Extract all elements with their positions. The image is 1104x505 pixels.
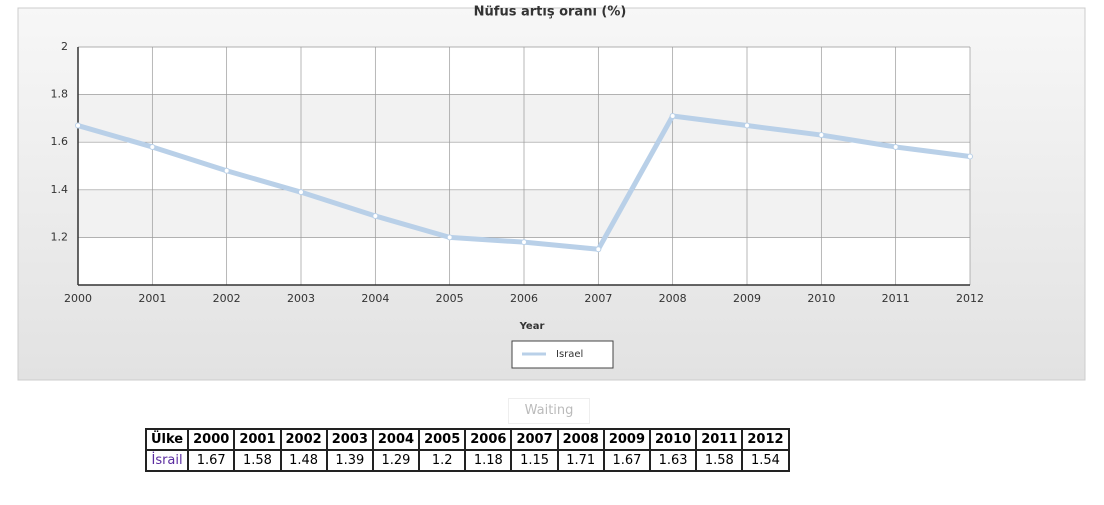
x-tick-label: 2004 xyxy=(361,292,389,305)
x-tick-label: 2002 xyxy=(213,292,241,305)
table-cell: 1.18 xyxy=(464,449,513,472)
y-tick-label: 1.8 xyxy=(51,88,69,101)
y-tick-label: 1.2 xyxy=(51,230,69,243)
data-point xyxy=(223,167,230,174)
table-cell: 2000 xyxy=(187,428,236,451)
table-cell: 1.67 xyxy=(187,449,236,472)
table-cell: 1.29 xyxy=(371,449,421,472)
table-cell: 2004 xyxy=(371,428,421,451)
table-row: Ülke 2000 2001 2002 2003 2004 2005 2006 2007 2008… xyxy=(144,428,790,451)
table-cell: 1.39 xyxy=(325,449,374,472)
table-cell: 1.63 xyxy=(649,449,698,472)
table-cell: 2008 xyxy=(556,428,605,451)
data-point xyxy=(298,189,304,196)
x-tick-label: 2011 xyxy=(882,292,910,305)
table-cell: 1.48 xyxy=(279,449,328,472)
data-point xyxy=(818,132,825,139)
x-tick-label: 2009 xyxy=(733,292,761,305)
data-point xyxy=(75,122,81,129)
table-cell: 2002 xyxy=(279,428,328,451)
x-tick-label: 2000 xyxy=(64,292,92,305)
data-point xyxy=(967,153,973,160)
table-cell: 1.67 xyxy=(602,449,652,472)
table-cell: 1.58 xyxy=(695,449,744,472)
y-tick-label: 2 xyxy=(61,40,68,53)
table-cell: 2010 xyxy=(649,428,698,451)
table-cell: 1.71 xyxy=(556,449,605,472)
chart-title: Nüfus artış oranı (%) xyxy=(474,5,627,20)
y-tick-label: 1.6 xyxy=(51,135,69,148)
legend-label: Israel xyxy=(556,349,583,360)
table-cell: 2011 xyxy=(695,428,744,451)
table-cell: 2007 xyxy=(510,428,559,451)
x-tick-label: 2012 xyxy=(956,292,984,305)
table-cell: 1.2 xyxy=(418,449,467,472)
data-point xyxy=(669,113,676,120)
table-cell: 1.54 xyxy=(741,449,790,472)
x-tick-label: 2007 xyxy=(584,292,612,305)
table-cell: 2009 xyxy=(602,428,652,451)
data-point xyxy=(892,143,899,150)
x-tick-label: 2005 xyxy=(436,292,464,305)
x-tick-label: 2001 xyxy=(138,292,166,305)
data-point xyxy=(744,122,750,129)
chart: Nüfus artış oranı (%) Year 1.2 1.4 1.6 1.8 2… xyxy=(17,5,1086,381)
data-point xyxy=(149,143,156,150)
x-tick-label: 2003 xyxy=(287,292,315,305)
table-cell: 2003 xyxy=(325,428,374,451)
status: Waiting xyxy=(508,398,590,424)
table-cell: 2005 xyxy=(418,428,467,451)
data-point xyxy=(446,234,453,241)
table-cell: 1.58 xyxy=(233,449,282,472)
x-tick-label: 2010 xyxy=(807,292,835,305)
data-point xyxy=(595,246,602,253)
data-point xyxy=(521,239,527,246)
x-tick-label: 2006 xyxy=(510,292,538,305)
x-axis-label: Year xyxy=(519,321,545,332)
x-tick-label: 2008 xyxy=(659,292,687,305)
table-cell: İsrail xyxy=(144,449,190,472)
data-table: Ülke 2000 2001 2002 2003 2004 2005 2006 2007 2008… xyxy=(144,428,790,472)
table-row: İsrail 1.67 1.58 1.48 1.39 1.29 1.2 1.18 1.15 1.7… xyxy=(144,449,790,472)
table-cell: 2001 xyxy=(233,428,282,451)
table-cell: 1.15 xyxy=(510,449,559,472)
y-tick-label: 1.4 xyxy=(51,183,69,196)
table-cell: 2006 xyxy=(464,428,513,451)
table-cell: 2012 xyxy=(741,428,790,451)
table-cell: Ülke xyxy=(144,428,190,451)
data-point xyxy=(372,212,379,219)
